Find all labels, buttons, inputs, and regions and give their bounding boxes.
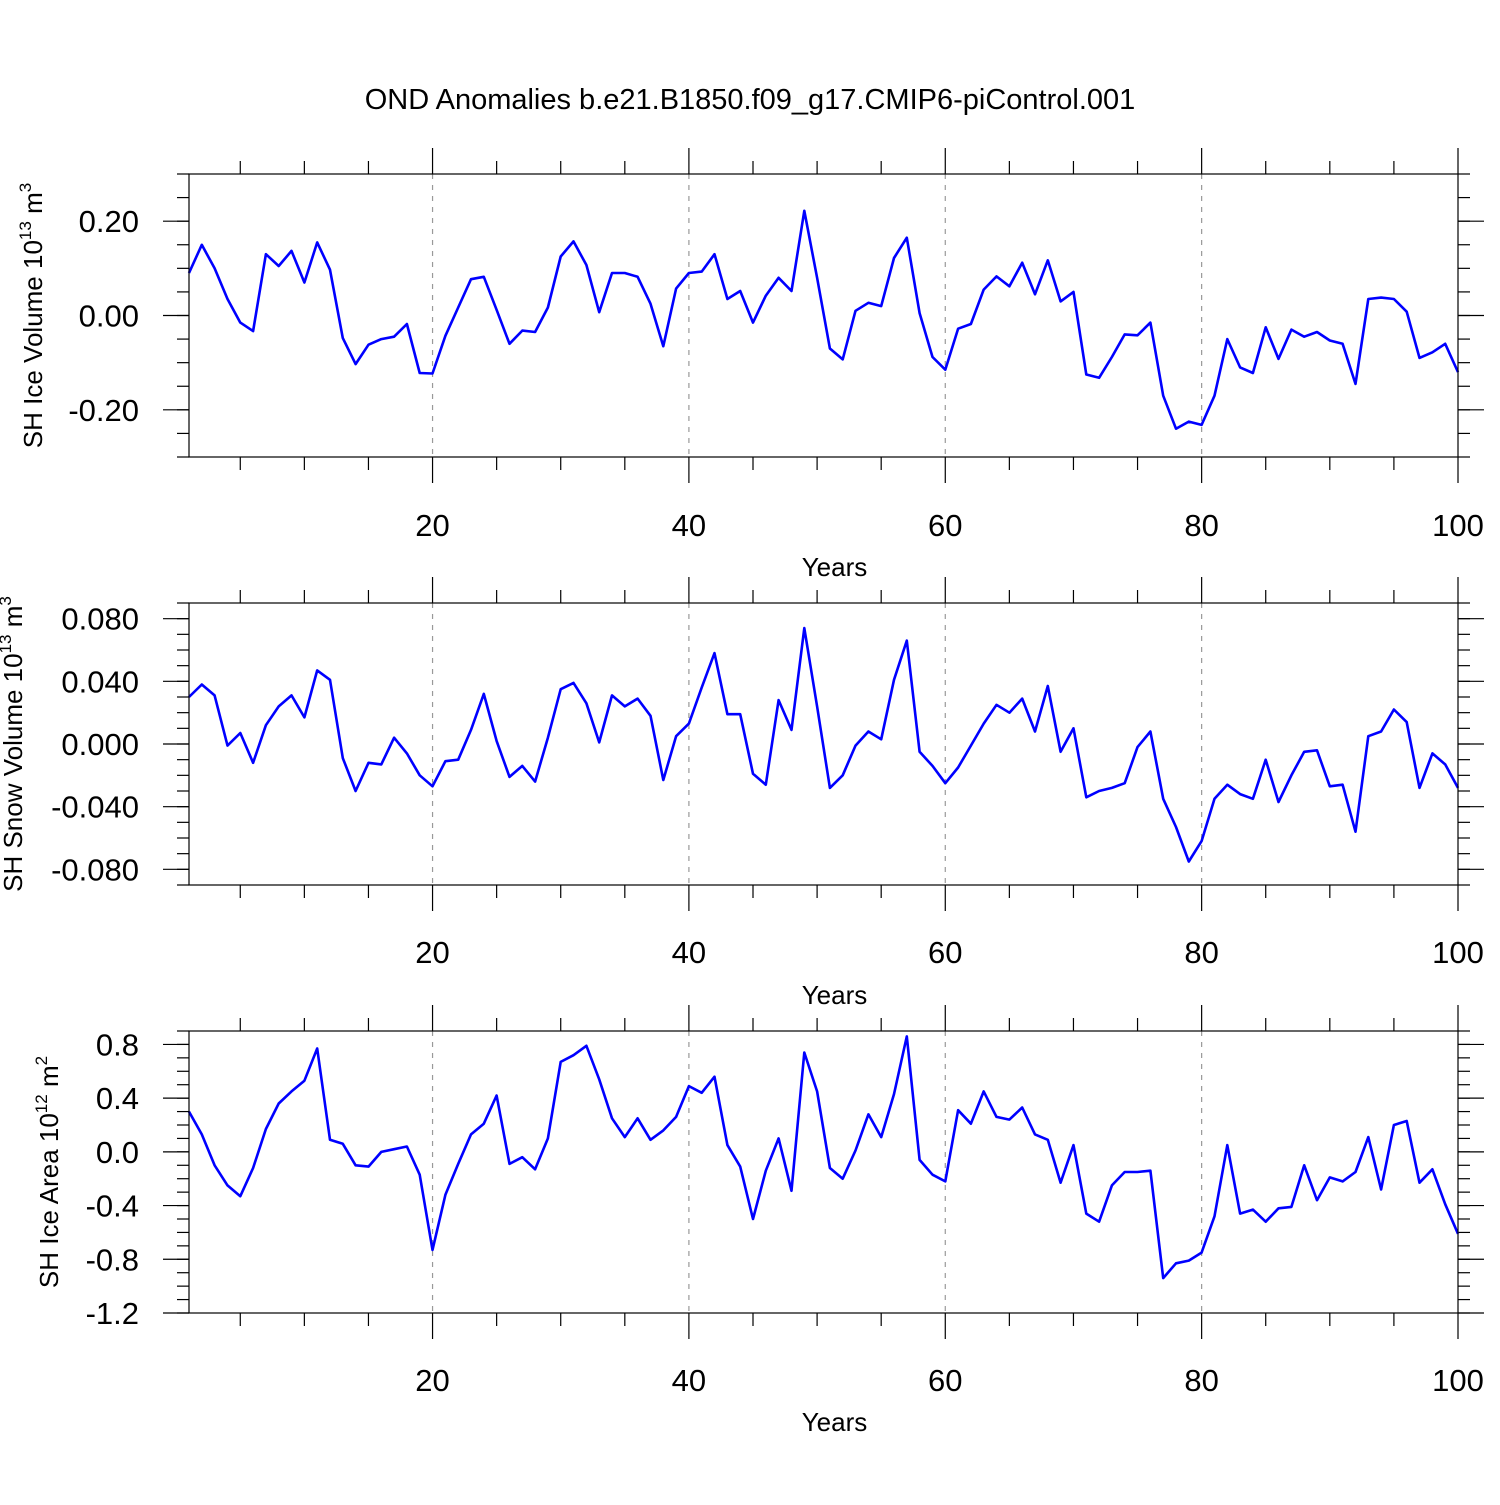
x-tick-label: 40: [672, 1363, 706, 1398]
y-axis-label: SH Snow Volume 1013 m3: [0, 596, 28, 892]
x-tick-label: 80: [1184, 508, 1218, 543]
plot-frame: [188, 173, 1459, 458]
panel-3: -1.2 -0.8 -0.4 0.0 0.4 0.8 20 40 60 80 100 Years SH …: [32, 1005, 1484, 1437]
y-axis-label-exponent: 13: [16, 221, 35, 240]
y-tick-label: 0.000: [61, 727, 139, 762]
series-line: [187, 209, 1460, 431]
x-tick-label: 20: [415, 508, 449, 543]
series-line: [187, 1035, 1460, 1280]
y-axis-label-text: SH Ice Volume 10: [18, 240, 48, 448]
x-tick-label: 60: [928, 935, 962, 970]
y-tick-label: -0.4: [86, 1189, 139, 1224]
y-tick-label: -0.080: [51, 852, 139, 887]
x-axis-label: Years: [802, 552, 868, 582]
y-tick-label: 0.4: [96, 1081, 139, 1116]
y-axis-label-unit-exponent: 3: [16, 183, 35, 192]
x-tick-label: 20: [415, 935, 449, 970]
x-tick-label: 60: [928, 508, 962, 543]
plot-frame: [188, 1030, 1459, 1314]
x-tick-label: 80: [1184, 1363, 1218, 1398]
y-axis-label-unit-exponent: 2: [32, 1056, 51, 1065]
y-axis-label-unit-exponent: 3: [0, 596, 15, 605]
panel-1: -0.20 0.00 0.20 20 40 60 80 100 Years SH Ice Volu…: [16, 148, 1484, 582]
series-line: [188, 626, 1460, 863]
y-axis-label-exponent: 12: [32, 1094, 51, 1113]
x-tick-label: 80: [1184, 935, 1218, 970]
y-tick-label: 0.040: [61, 664, 139, 699]
y-tick-label: 0.20: [79, 204, 139, 239]
y-axis-label-text: SH Snow Volume 10: [0, 653, 28, 891]
y-axis-label-text: SH Ice Area 10: [34, 1113, 64, 1288]
plot-frame: [188, 602, 1459, 886]
y-axis-label-exponent: 13: [0, 634, 15, 653]
x-tick-label: 60: [928, 1363, 962, 1398]
y-axis-label-unit: m: [34, 1065, 64, 1094]
x-axis-label: Years: [802, 980, 868, 1010]
panel-2: -0.080 -0.040 0.000 0.040 0.080 20 40 60 80 100 Ye…: [0, 577, 1484, 1010]
y-axis-label: SH Ice Area 1012 m2: [32, 1056, 64, 1288]
y-axis-label-unit: m: [18, 192, 48, 221]
y-tick-label: 0.080: [61, 602, 139, 637]
y-tick-label: -0.040: [51, 790, 139, 825]
x-tick-label: 100: [1432, 935, 1484, 970]
figure-title: OND Anomalies b.e21.B1850.f09_g17.CMIP6-…: [364, 84, 1136, 116]
y-tick-label: 0.8: [96, 1027, 139, 1062]
y-tick-label: -0.8: [86, 1242, 139, 1277]
y-tick-label: 0.00: [79, 299, 139, 334]
x-tick-label: 100: [1432, 1363, 1484, 1398]
y-tick-label: -1.2: [86, 1296, 139, 1331]
y-tick-label: 0.0: [96, 1135, 139, 1170]
x-tick-label: 40: [672, 935, 706, 970]
y-axis-label-unit: m: [0, 606, 28, 635]
x-axis-label: Years: [802, 1407, 868, 1437]
y-axis-label: SH Ice Volume 1013 m3: [16, 183, 48, 448]
x-tick-label: 100: [1432, 508, 1484, 543]
x-tick-label: 20: [415, 1363, 449, 1398]
y-tick-label: -0.20: [68, 393, 139, 428]
x-tick-label: 40: [672, 508, 706, 543]
